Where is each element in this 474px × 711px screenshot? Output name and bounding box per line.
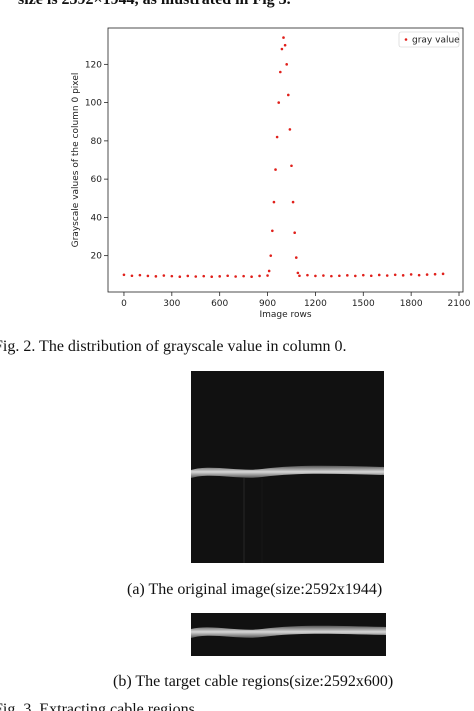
image-caption: (a) The original image(size:2592x1944) <box>127 581 383 598</box>
data-point <box>280 47 284 51</box>
original-image <box>191 371 384 563</box>
y-tick-label: 40 <box>91 213 103 223</box>
data-point <box>202 274 206 278</box>
data-point <box>385 274 389 277</box>
data-point <box>291 200 295 204</box>
plot-frame <box>107 27 464 293</box>
top-text: size is 2592×1944, as illustrated in Fig… <box>18 0 291 9</box>
data-point <box>275 135 279 139</box>
figure-caption: Fig. 2. The distribution of grayscale va… <box>0 338 347 355</box>
data-point <box>269 254 273 257</box>
x-tick-label: 900 <box>259 299 276 309</box>
data-point <box>338 274 341 278</box>
data-point <box>377 273 381 277</box>
data-point <box>322 274 325 277</box>
data-point <box>272 200 276 204</box>
legend-box <box>398 31 460 48</box>
data-point <box>277 101 281 104</box>
figure-caption: Fig. 3. Extracting cable regions <box>0 701 195 711</box>
data-point <box>258 274 261 278</box>
data-point <box>162 274 166 277</box>
data-point <box>279 70 282 74</box>
x-tick-label: 1500 <box>352 299 375 309</box>
chart: 0 300 600 900 1200 1500 1800 2100 20 40 60 80 100 120… <box>71 27 471 320</box>
data-point <box>271 229 274 233</box>
data-point <box>178 275 182 278</box>
data-point <box>330 274 333 278</box>
data-point <box>401 274 405 277</box>
data-point <box>130 274 134 278</box>
data-point <box>286 93 290 97</box>
y-tick-label: 60 <box>91 175 103 185</box>
data-point <box>409 273 413 276</box>
x-tick-label: 2100 <box>448 299 471 309</box>
data-point <box>234 275 237 278</box>
data-point <box>170 274 174 278</box>
data-point <box>294 256 298 259</box>
data-point <box>290 164 293 168</box>
data-point <box>186 274 190 278</box>
x-tick-label: 300 <box>163 299 180 309</box>
data-point <box>441 272 445 276</box>
data-point <box>154 275 158 278</box>
data-point <box>250 275 253 278</box>
data-point <box>298 274 301 278</box>
x-tick-label: 1800 <box>400 299 423 309</box>
data-point <box>266 274 269 277</box>
data-point <box>393 273 397 277</box>
data-point <box>417 273 421 277</box>
data-point <box>242 274 245 278</box>
x-tick-label: 1200 <box>304 299 327 309</box>
data-point <box>282 36 285 39</box>
y-tick-label: 100 <box>85 99 102 109</box>
data-point <box>218 275 221 278</box>
data-point <box>425 273 429 276</box>
y-tick-label: 120 <box>85 60 102 70</box>
data-point <box>267 269 271 273</box>
legend: gray value <box>398 31 460 48</box>
legend-marker <box>404 38 408 41</box>
legend-label: gray value <box>412 36 460 46</box>
data-point <box>122 273 126 277</box>
data-point <box>354 274 357 278</box>
data-point <box>274 168 277 171</box>
data-point <box>346 274 349 277</box>
data-point <box>285 63 288 66</box>
data-point <box>361 273 365 277</box>
data-point <box>296 271 300 275</box>
data-point <box>369 274 373 278</box>
y-tick-label: 80 <box>91 137 103 147</box>
cable-region-image <box>191 613 386 656</box>
data-point <box>293 231 296 234</box>
data-point <box>283 43 287 47</box>
x-tick-label: 600 <box>211 299 228 309</box>
y-axis-label: Grayscale values of the column 0 pixel <box>71 73 81 248</box>
data-point <box>146 274 150 278</box>
image-caption: (b) The target cable regions(size:2592x6… <box>113 673 394 690</box>
data-point <box>314 274 317 278</box>
data-point <box>194 275 198 278</box>
data-point <box>210 275 214 278</box>
data-point <box>433 272 437 276</box>
x-axis-label: Image rows <box>259 310 311 320</box>
figure-images <box>191 371 386 656</box>
data-point <box>288 128 292 131</box>
data-point <box>138 273 142 277</box>
data-point <box>226 274 229 278</box>
x-tick-label: 0 <box>121 299 127 309</box>
y-tick-label: 20 <box>91 252 103 262</box>
data-point <box>306 273 309 277</box>
